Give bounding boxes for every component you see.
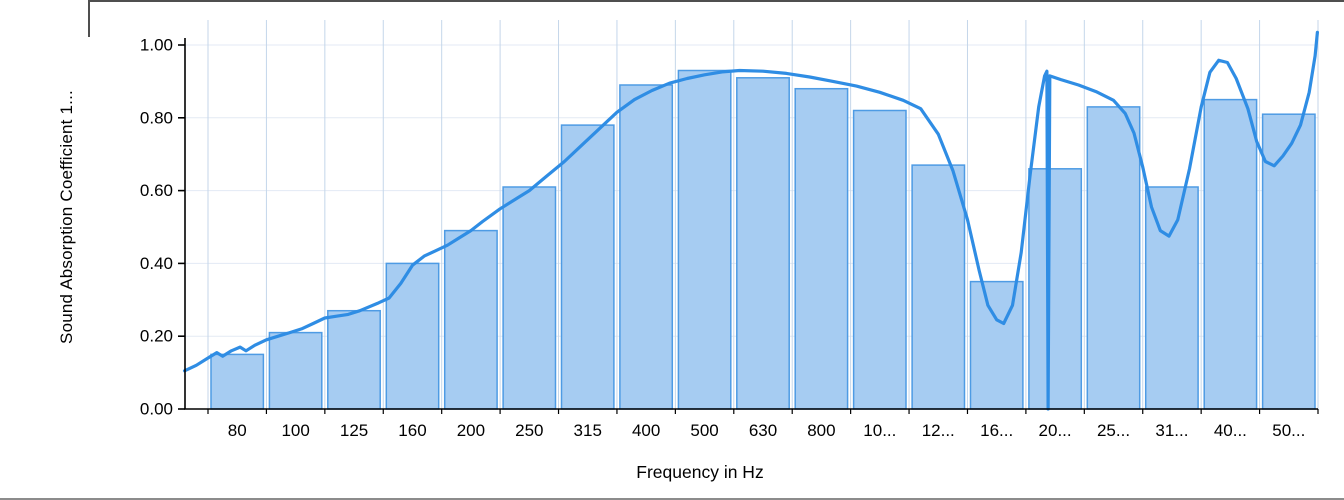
y-tick-label: 0.60	[140, 181, 173, 200]
bar-12...	[911, 164, 966, 410]
bar-100	[268, 331, 323, 410]
panel-border-left	[88, 0, 90, 37]
x-tick-label: 16...	[980, 421, 1013, 440]
x-tick-label: 25...	[1097, 421, 1130, 440]
panel-border-bottom	[0, 498, 1344, 500]
x-tick-label: 20...	[1039, 421, 1072, 440]
x-tick-label: 800	[807, 421, 835, 440]
bar-20...	[1028, 168, 1083, 410]
x-tick-label: 80	[228, 421, 247, 440]
y-tick-label: 1.00	[140, 36, 173, 55]
bar-25...	[1086, 106, 1141, 410]
bar-31...	[1144, 186, 1199, 410]
x-tick-label: 40...	[1214, 421, 1247, 440]
bar-400	[619, 84, 674, 410]
x-tick-label: 50...	[1272, 421, 1305, 440]
bar-16...	[969, 280, 1024, 410]
y-tick-label: 0.40	[140, 254, 173, 273]
x-tick-label: 160	[398, 421, 426, 440]
bar-10...	[852, 109, 907, 410]
bar-80	[210, 353, 265, 410]
x-tick-label: 125	[340, 421, 368, 440]
x-tick-label: 315	[574, 421, 602, 440]
y-tick-label: 0.20	[140, 327, 173, 346]
bar-50...	[1261, 113, 1316, 410]
absorption-curve	[183, 30, 1320, 411]
bar-40...	[1203, 98, 1258, 410]
bar-500	[677, 69, 732, 410]
bar-630	[736, 77, 790, 410]
bar-160	[385, 262, 440, 410]
x-axis-title: Frequency in Hz	[636, 462, 764, 482]
x-tick-label: 12...	[922, 421, 955, 440]
bar-200	[443, 229, 498, 410]
panel-border-top	[88, 0, 1344, 2]
x-tick-label: 10...	[863, 421, 896, 440]
x-tick-label: 500	[690, 421, 718, 440]
x-tick-label: 200	[457, 421, 485, 440]
x-tick-label: 250	[515, 421, 543, 440]
bar-800	[794, 87, 849, 410]
x-tick-label: 100	[281, 421, 309, 440]
x-tick-label: 400	[632, 421, 660, 440]
x-tick-label: 31...	[1155, 421, 1188, 440]
x-tick-label: 630	[749, 421, 777, 440]
y-tick-label: 0.80	[140, 108, 173, 127]
bar-250	[502, 186, 557, 410]
bar-125	[327, 309, 381, 410]
bar-315	[560, 124, 615, 410]
y-tick-label: 0.00	[140, 400, 173, 419]
